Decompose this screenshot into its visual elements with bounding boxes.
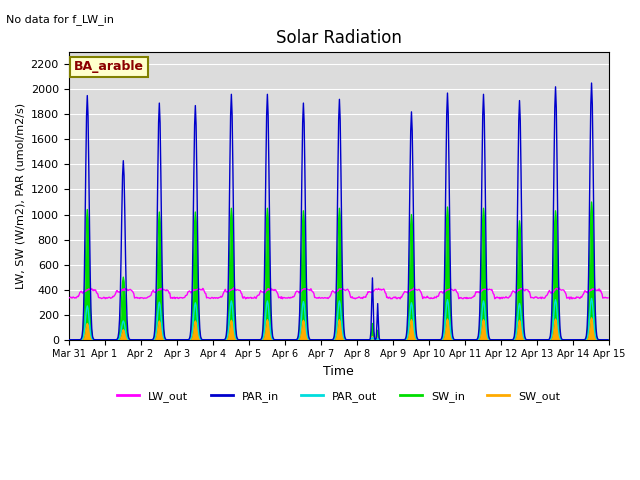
Text: No data for f_LW_in: No data for f_LW_in [6,14,115,25]
Y-axis label: LW, SW (W/m2), PAR (umol/m2/s): LW, SW (W/m2), PAR (umol/m2/s) [15,103,25,289]
Legend: LW_out, PAR_in, PAR_out, SW_in, SW_out: LW_out, PAR_in, PAR_out, SW_in, SW_out [113,386,564,406]
Title: Solar Radiation: Solar Radiation [276,29,402,48]
Text: BA_arable: BA_arable [74,60,144,73]
X-axis label: Time: Time [323,365,354,378]
